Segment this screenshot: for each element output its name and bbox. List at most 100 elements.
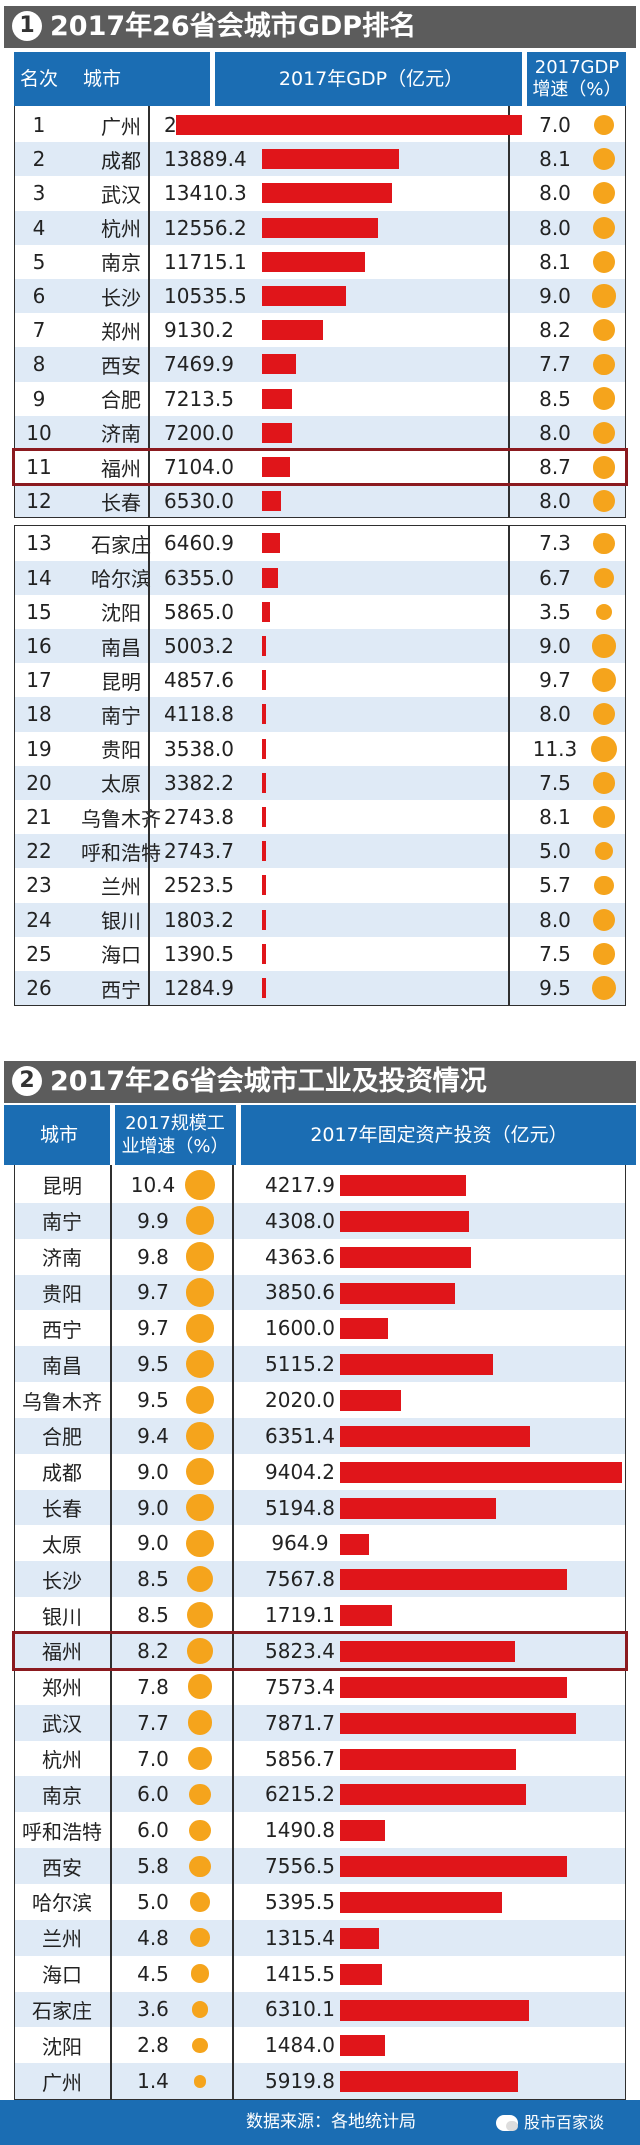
city-cell: 西安 <box>101 353 141 378</box>
section2-column-line <box>110 1165 112 2101</box>
growth-dot <box>593 532 615 555</box>
growth-value: 7.5 <box>539 941 571 966</box>
rank-cell: 17 <box>26 668 52 693</box>
rank-cell: 12 <box>26 489 52 514</box>
investment-value: 1719.1 <box>265 1603 335 1628</box>
investment-value: 1600.0 <box>265 1316 335 1341</box>
gdp-value: 2743.8 <box>164 805 234 830</box>
industry-value: 6.0 <box>137 1818 169 1843</box>
footer: 数据来源：各地统计局 股市百家谈 <box>0 2100 640 2145</box>
growth-value: 9.0 <box>539 284 571 309</box>
growth-value: 9.0 <box>539 634 571 659</box>
table-row: 3 武汉 13410.3 8.0 <box>14 176 626 210</box>
city-cell: 哈尔滨 <box>32 1891 92 1916</box>
gdp-bar <box>262 978 266 998</box>
industry-value: 8.5 <box>137 1603 169 1628</box>
city-cell: 郑州 <box>101 319 141 344</box>
investment-bar <box>340 1999 530 2021</box>
gdp-bar <box>176 115 522 135</box>
growth-dot <box>592 284 616 308</box>
section1-column-line <box>508 106 510 519</box>
gdp-value: 4857.6 <box>164 668 234 693</box>
investment-bar <box>340 1963 383 1985</box>
investment-bar <box>340 2035 385 2057</box>
investment-value: 7567.8 <box>265 1567 335 1592</box>
rank-cell: 4 <box>32 215 46 240</box>
growth-dot <box>594 875 614 896</box>
gdp-bar <box>262 636 266 656</box>
rank-cell: 3 <box>32 181 46 206</box>
gdp-bar <box>262 457 291 477</box>
industry-dot <box>185 1350 215 1379</box>
table-row: 长沙 8.5 7567.8 <box>14 1561 626 1598</box>
table-row: 成都 9.0 9404.2 <box>14 1454 626 1490</box>
section1-number-badge: 1 <box>12 11 42 41</box>
table-row: 9 合肥 7213.5 8.5 <box>14 382 626 416</box>
gdp-bar <box>262 149 400 170</box>
table-row: 12 长春 6530.0 8.0 <box>14 484 626 519</box>
table-row: 5 南京 11715.1 8.1 <box>14 245 626 279</box>
growth-value: 8.1 <box>539 147 571 172</box>
gdp-value: 10535.5 <box>164 284 247 309</box>
industry-value: 10.4 <box>130 1172 176 1197</box>
city-cell: 成都 <box>101 148 141 173</box>
investment-bar <box>340 1318 388 1340</box>
growth-value: 8.7 <box>539 455 571 480</box>
growth-value: 7.3 <box>539 531 571 556</box>
growth-dot <box>593 114 615 136</box>
gdp-value: 7469.9 <box>164 352 234 377</box>
investment-value: 5115.2 <box>265 1352 335 1377</box>
industry-dot <box>186 1421 214 1450</box>
investment-value: 5856.7 <box>265 1746 335 1771</box>
industry-value: 9.0 <box>137 1531 169 1556</box>
header-investment: 2017年固定资产投资（亿元） <box>310 1124 568 1146</box>
section1-title: 2017年26省会城市GDP排名 <box>50 11 417 42</box>
gdp-value: 6530.0 <box>164 489 234 514</box>
table-row: 杭州 7.0 5856.7 <box>14 1741 626 1777</box>
city-cell: 合肥 <box>42 1425 82 1450</box>
gdp-bar <box>262 251 365 272</box>
industry-dot <box>187 1638 213 1664</box>
industry-value: 9.8 <box>137 1244 169 1269</box>
table-row: 23 兰州 2523.5 5.7 <box>14 868 626 902</box>
growth-dot <box>593 421 615 444</box>
gdp-bar <box>262 807 266 827</box>
table-row: 24 银川 1803.2 8.0 <box>14 902 626 937</box>
gdp-bar <box>262 704 266 725</box>
growth-value: 8.0 <box>539 907 571 932</box>
gdp-bar <box>262 567 279 588</box>
rank-cell: 6 <box>32 284 46 309</box>
industry-value: 7.7 <box>137 1710 169 1735</box>
gdp-value: 3382.2 <box>164 770 234 795</box>
investment-bar <box>340 1246 471 1268</box>
table-row: 7 郑州 9130.2 8.2 <box>14 313 626 347</box>
growth-dot <box>593 353 615 376</box>
table-row: 22 呼和浩特 2743.7 5.0 <box>14 834 626 869</box>
gdp-value: 9130.2 <box>164 318 234 343</box>
industry-value: 3.6 <box>137 1997 169 2022</box>
city-cell: 海口 <box>42 1963 82 1988</box>
growth-dot <box>595 603 613 621</box>
gdp-value: 1284.9 <box>164 976 234 1001</box>
gdp-bar <box>262 875 266 896</box>
industry-dot <box>190 1928 210 1948</box>
rank-cell: 1 <box>32 113 46 138</box>
growth-value: 5.0 <box>539 839 571 864</box>
growth-dot <box>593 703 615 726</box>
rank-cell: 25 <box>26 941 52 966</box>
watermark-text: 股市百家谈 <box>524 2113 605 2132</box>
rank-cell: 5 <box>32 249 46 274</box>
industry-value: 9.5 <box>137 1388 169 1413</box>
city-cell: 贵阳 <box>101 738 141 763</box>
table-row: 21 乌鲁木齐 2743.8 8.1 <box>14 800 626 834</box>
gdp-bar <box>262 183 392 204</box>
table-row: 哈尔滨 5.0 5395.5 <box>14 1884 626 1920</box>
industry-value: 7.0 <box>137 1746 169 1771</box>
city-cell: 昆明 <box>101 669 141 694</box>
growth-value: 9.7 <box>539 668 571 693</box>
table-row: 26 西宁 1284.9 9.5 <box>14 971 626 1006</box>
growth-value: 8.0 <box>539 181 571 206</box>
gdp-value: 6355.0 <box>164 565 234 590</box>
city-cell: 南昌 <box>101 635 141 660</box>
city-cell: 福州 <box>42 1640 82 1665</box>
